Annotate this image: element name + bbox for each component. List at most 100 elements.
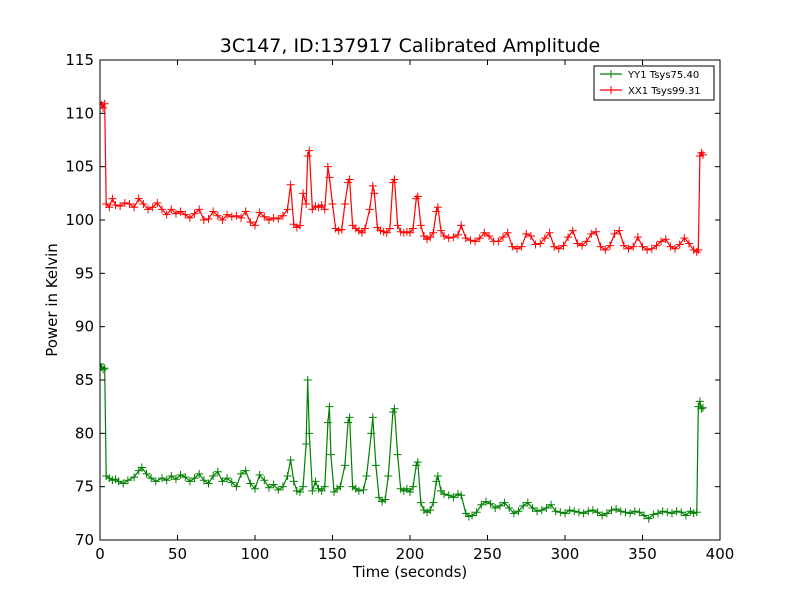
data-point [241,207,250,216]
data-point [433,472,442,480]
data-point [100,99,109,108]
data-point [551,507,560,516]
data-point [209,207,218,216]
data-point [409,224,418,233]
data-point [361,224,370,233]
data-point [540,234,549,243]
data-point [598,511,607,520]
data-point [223,474,232,483]
data-point [274,485,283,494]
data-point [605,241,614,250]
data-point [658,507,667,516]
data-point [223,210,232,219]
data-point [232,211,241,220]
data-point [412,194,421,203]
data-point [176,207,185,216]
data-point [698,150,707,159]
data-point [365,205,374,214]
data-point [677,508,686,517]
data-point [337,225,346,234]
data-point [661,235,670,244]
data-point [500,498,509,507]
data-point [416,498,425,507]
data-point [171,209,180,218]
data-point [466,236,475,245]
data-point [289,477,298,486]
data-point [158,474,166,483]
data-point [116,202,125,211]
data-point [412,461,421,470]
data-point [162,210,171,219]
data-point [587,229,596,238]
data-point [615,226,624,235]
data-point [336,482,345,491]
data-point [111,201,120,210]
data-point [302,440,311,448]
data-point [666,242,675,251]
y-tick-label: 95 [75,264,94,282]
data-point [227,478,236,487]
data-point [393,450,402,459]
data-point [509,509,518,518]
series-1 [100,98,707,256]
data-point [190,209,199,218]
data-point [471,237,480,246]
y-tick-label: 110 [65,104,94,122]
y-tick-label: 75 [75,478,94,496]
data-point [195,205,204,214]
data-point [371,461,380,470]
data-point [137,463,146,472]
data-point [640,511,649,520]
data-point [218,216,227,224]
legend-label: XX1 Tsys99.31 [628,86,701,97]
series-0 [100,360,707,523]
data-point [579,509,588,518]
data-point [325,173,334,182]
data-point [409,482,418,491]
data-point [449,493,458,502]
data-point [311,477,320,486]
data-point [190,474,199,483]
data-point [303,152,312,160]
data-point [601,245,610,254]
data-point [536,239,545,248]
data-point [232,482,241,491]
y-tick-label: 90 [75,318,94,336]
data-point [286,456,295,464]
data-point [633,233,642,242]
data-point [416,221,425,230]
data-point [305,429,314,438]
data-point [596,242,605,251]
data-point [344,418,352,427]
data-point [375,493,383,502]
data-point [413,192,422,201]
data-point [545,228,554,237]
data-point [320,482,329,491]
data-point [413,458,422,467]
data-point [368,181,377,190]
legend-box [593,65,715,101]
data-point [345,413,354,422]
data-point [537,506,546,515]
data-point [621,508,630,517]
x-axis-label: Time (seconds) [352,563,468,581]
data-point [667,509,676,518]
data-point [100,364,109,373]
data-point [255,208,264,217]
data-point [162,476,171,485]
data-point [680,234,689,243]
data-point [213,467,222,476]
data-point [444,491,453,500]
data-point [494,237,503,246]
data-point [638,242,647,251]
data-point [260,212,269,221]
data-point [533,507,542,516]
data-point [344,178,352,187]
x-tick-label: 250 [473,545,502,563]
x-tick-label: 300 [551,545,580,563]
data-point [406,488,414,496]
data-point [582,237,591,246]
data-point [134,194,143,203]
data-point [607,506,616,515]
